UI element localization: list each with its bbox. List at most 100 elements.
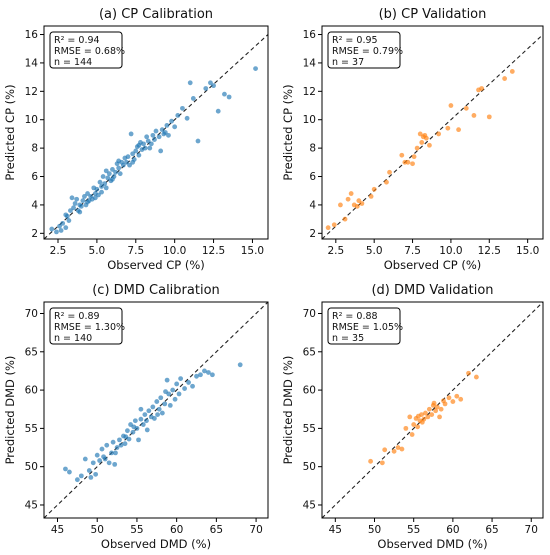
chart-title: (a) CP Calibration	[99, 7, 213, 22]
y-axis-label: Predicted DMD (%)	[3, 356, 17, 465]
data-point	[409, 432, 415, 437]
x-tick-label: 55	[130, 524, 143, 536]
data-point	[85, 199, 90, 205]
data-point	[69, 195, 75, 201]
data-point	[82, 194, 87, 199]
data-point	[103, 168, 109, 174]
data-point	[162, 401, 168, 407]
data-point	[172, 396, 178, 402]
data-point	[138, 416, 144, 422]
data-point	[63, 466, 68, 472]
y-tick-label: 6	[309, 171, 316, 183]
data-point	[49, 226, 55, 232]
data-point	[99, 184, 104, 189]
chart-title: (b) CP Validation	[379, 7, 487, 22]
data-point	[144, 418, 149, 424]
data-point	[112, 461, 118, 467]
data-point	[166, 132, 171, 138]
data-points	[49, 66, 258, 235]
data-point	[155, 412, 160, 417]
data-point	[473, 374, 479, 380]
data-point	[415, 424, 421, 430]
x-tick-label: 5.0	[89, 245, 106, 257]
data-point	[433, 408, 439, 414]
data-point	[169, 118, 174, 124]
stats-line: n = 140	[54, 333, 92, 344]
data-point	[371, 186, 377, 192]
data-point	[128, 131, 134, 137]
data-point	[202, 368, 207, 374]
x-tick-label: 50	[368, 524, 381, 536]
data-point	[153, 128, 159, 134]
data-point	[120, 162, 126, 168]
chart-panel-1: (a) CP Calibration 2.5 5.0 7.5 10.0 12.5 15.0 2…	[3, 7, 269, 272]
data-point	[71, 205, 76, 211]
data-point	[167, 403, 173, 408]
data-point	[215, 108, 221, 114]
stats-box	[49, 307, 123, 345]
data-point	[170, 387, 176, 393]
data-point	[342, 216, 348, 222]
chart-panel-3: (c) DMD Calibration 45 50 55 60 65 70 45 50 55 60 6…	[3, 283, 269, 551]
data-point	[110, 167, 115, 172]
data-point	[94, 186, 100, 192]
data-point	[136, 152, 142, 158]
data-point	[427, 142, 432, 148]
data-point	[172, 124, 178, 130]
data-point	[152, 416, 157, 421]
data-point	[106, 460, 112, 466]
data-point	[82, 456, 88, 462]
data-point	[438, 406, 444, 412]
x-tick-label: 12.5	[478, 245, 501, 257]
stats-line: R² = 0.95	[332, 35, 378, 46]
x-axis-label: Observed CP (%)	[107, 258, 205, 272]
data-point	[123, 434, 129, 440]
data-point	[425, 414, 431, 420]
plot-frame	[43, 25, 269, 240]
y-tick-label: 60	[25, 385, 38, 397]
x-tick-label: 10.0	[163, 245, 186, 257]
data-point	[158, 148, 164, 154]
x-tick-label: 45	[51, 524, 64, 536]
stats-line: R² = 0.88	[332, 311, 378, 322]
y-tick-label: 70	[303, 308, 316, 320]
data-point	[146, 408, 152, 414]
data-point	[356, 198, 362, 204]
x-tick-label: 70	[249, 524, 262, 536]
y-tick-label: 50	[25, 461, 38, 473]
data-point	[114, 445, 120, 450]
data-point	[176, 391, 182, 397]
data-point	[348, 191, 354, 196]
stats-line: n = 144	[54, 57, 92, 68]
data-point	[148, 141, 154, 147]
y-axis-label: Predicted CP (%)	[281, 84, 295, 180]
stats-line: R² = 0.94	[54, 35, 100, 46]
data-point	[125, 428, 130, 434]
data-point	[117, 171, 123, 177]
data-point	[130, 159, 136, 165]
data-point	[226, 94, 232, 100]
data-point	[345, 196, 351, 202]
data-point	[180, 105, 185, 111]
data-point	[454, 393, 460, 399]
data-point	[237, 362, 243, 368]
y-tick-label: 2	[31, 228, 38, 240]
data-point	[331, 222, 337, 228]
x-tick-label: 5.0	[366, 245, 383, 257]
data-point	[86, 468, 92, 473]
data-point	[325, 225, 331, 231]
stats-line: RMSE = 0.68%	[54, 46, 125, 57]
x-axis-label: Observed CP (%)	[384, 258, 482, 272]
chart-title: (d) DMD Validation	[371, 283, 493, 298]
x-tick-label: 10.0	[439, 245, 462, 257]
data-point	[66, 218, 72, 223]
identity-line	[44, 302, 268, 518]
data-point	[132, 418, 138, 424]
data-point	[445, 125, 451, 131]
data-point	[152, 137, 157, 143]
y-tick-label: 4	[309, 199, 316, 211]
data-point	[130, 429, 136, 435]
data-point	[502, 76, 508, 81]
data-point	[222, 91, 227, 97]
data-point	[410, 161, 415, 167]
